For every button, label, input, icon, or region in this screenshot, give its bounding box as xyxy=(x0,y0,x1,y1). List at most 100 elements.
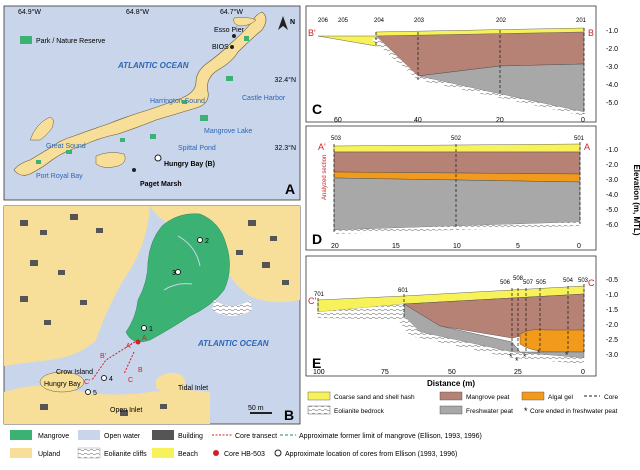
panel-d-section: Analyzed section 503 502 501 A' A 20 15 … xyxy=(305,125,618,251)
core-701-label: 701 xyxy=(314,292,325,298)
core-2-label: 2 xyxy=(205,238,209,245)
d-ytick-2: -2.0 xyxy=(606,162,618,169)
lat-label-1: 32.4°N xyxy=(275,76,296,84)
tidal-inlet-land xyxy=(156,372,186,394)
core-504-label: 504 xyxy=(563,278,574,284)
esso-pier-label: Esso Pier xyxy=(214,27,245,34)
c-xtick-60: 60 xyxy=(334,117,342,124)
tidal-inlet-label: Tidal Inlet xyxy=(178,385,208,392)
core-1-label: 1 xyxy=(149,326,153,333)
lon-label-2: 64.8°W xyxy=(126,8,149,16)
d-ytick-6: -6.0 xyxy=(606,222,618,229)
core-5-label: 5 xyxy=(93,390,97,397)
panel-c-right-end: B xyxy=(588,28,594,38)
north-label: N xyxy=(290,19,295,26)
port-royal-label: Port Royal Bay xyxy=(36,173,83,180)
svg-text:*: * xyxy=(565,350,569,360)
c-xtick-0: 0 xyxy=(581,117,585,124)
panel-d-right-end: A xyxy=(584,142,590,152)
svg-text:*: * xyxy=(523,352,527,362)
core-503e-label: 503 xyxy=(578,278,589,284)
core-501-label: 501 xyxy=(574,136,585,142)
e-ytick-25: -2.5 xyxy=(606,337,618,344)
core-201-label: 201 xyxy=(576,18,587,24)
legend-star: Core ended in freshwater peat xyxy=(530,408,618,415)
core-4-label: 4 xyxy=(109,376,113,383)
somerset-island xyxy=(95,152,126,168)
north-arrow-icon xyxy=(278,16,288,30)
buildings xyxy=(20,214,289,416)
panel-c-section: 206 205 204 203 202 201 B' B 60 40 20 0 … xyxy=(305,5,618,124)
legend-bedrock: Eolianite bedrock xyxy=(334,408,385,415)
open-inlet-label: Open Inlet xyxy=(110,407,142,414)
svg-text:*: * xyxy=(509,352,513,362)
c-xtick-40: 40 xyxy=(414,117,422,124)
legend-former-limit: Approximate former limit of mangrove (El… xyxy=(299,433,482,440)
mangrove-area xyxy=(125,213,230,342)
svg-text:*: * xyxy=(515,356,519,366)
bios-label: BIOS xyxy=(212,44,229,51)
st-georges-island xyxy=(233,17,257,27)
core-3-label: 3 xyxy=(172,270,176,277)
core-508-label: 508 xyxy=(513,276,524,282)
y-axis-label: Elevation (m, MTL) xyxy=(632,164,640,235)
d-ytick-4: -4.0 xyxy=(606,192,618,199)
d-xtick-20: 20 xyxy=(331,243,339,250)
panel-a-map: Park / Nature Reserve 64.9°W 64.8°W 64.7… xyxy=(3,5,301,201)
western-island xyxy=(29,117,54,141)
scale-bar xyxy=(250,412,272,414)
panel-d-left-end: A' xyxy=(318,142,326,152)
e-ytick-30: -3.0 xyxy=(606,352,618,359)
lat-label-2: 32.3°N xyxy=(275,144,296,152)
panel-b-letter: B xyxy=(284,407,294,423)
eolianite-cliffs xyxy=(212,300,252,316)
crow-island-label: Crow Island xyxy=(56,369,93,376)
panel-a-letter: A xyxy=(285,181,295,197)
legend-cliffs: Eolianite cliffs xyxy=(104,451,147,458)
analyzed-section-label: Analyzed section xyxy=(322,155,328,200)
freshwater-stars: * * * * * xyxy=(509,348,569,366)
panel-e-right-end: C xyxy=(588,278,595,288)
legend-beach: Beach xyxy=(178,451,198,458)
transect-b-prime: B' xyxy=(100,353,106,360)
core-205-label: 205 xyxy=(338,18,349,24)
legend-transect: Core transect xyxy=(235,433,277,440)
core-203-label: 203 xyxy=(414,18,425,24)
great-sound-label: Great Sound xyxy=(46,143,86,150)
core-hb503-marker xyxy=(135,339,141,345)
x-axis-label: Distance (m) xyxy=(427,379,475,388)
core-206-label: 206 xyxy=(318,18,329,24)
e-xtick-0: 0 xyxy=(581,369,585,376)
map-legend: Mangrove Open water Building Core transe… xyxy=(10,430,482,459)
scale-label: 50 m xyxy=(248,405,264,412)
c-ytick-5: -5.0 xyxy=(606,100,618,107)
legend-freshwater-peat: Freshwater peat xyxy=(466,408,513,415)
c-xtick-20: 20 xyxy=(496,117,504,124)
legend-building: Building xyxy=(178,433,203,440)
harrington-label: Harrington Sound xyxy=(150,98,205,105)
e-ytick-20: -2.0 xyxy=(606,322,618,329)
legend-mangrove-peat: Mangrove peat xyxy=(466,394,510,401)
e-xtick-100: 100 xyxy=(313,369,325,376)
transect-c: C xyxy=(128,377,133,384)
lon-label-1: 64.9°W xyxy=(18,8,41,16)
core-202-label: 202 xyxy=(496,18,507,24)
e-xtick-25: 25 xyxy=(514,369,522,376)
panel-c-left-end: B' xyxy=(308,28,316,38)
hungry-bay-label: Hungry Bay (B) xyxy=(164,161,215,168)
legend-algal-gel: Algal gel xyxy=(548,394,573,401)
core-502-label: 502 xyxy=(451,136,462,142)
park-legend-label: Park / Nature Reserve xyxy=(36,38,105,45)
panel-b-map: A A' B B' C C' 1 2 3 4 5 ATLANTIC OCEAN … xyxy=(3,205,301,425)
e-ytick-05: -0.5 xyxy=(606,277,618,284)
e-xtick-50: 50 xyxy=(448,369,456,376)
d-xtick-0: 0 xyxy=(577,243,581,250)
park-patches xyxy=(36,36,249,164)
transect-a: A xyxy=(142,335,147,342)
park-legend-swatch xyxy=(20,36,32,44)
legend-mangrove: Mangrove xyxy=(38,433,69,440)
d-ytick-1: -1.0 xyxy=(606,147,618,154)
legend-core: Core xyxy=(604,394,618,401)
c-ytick-3: -3.0 xyxy=(606,64,618,71)
